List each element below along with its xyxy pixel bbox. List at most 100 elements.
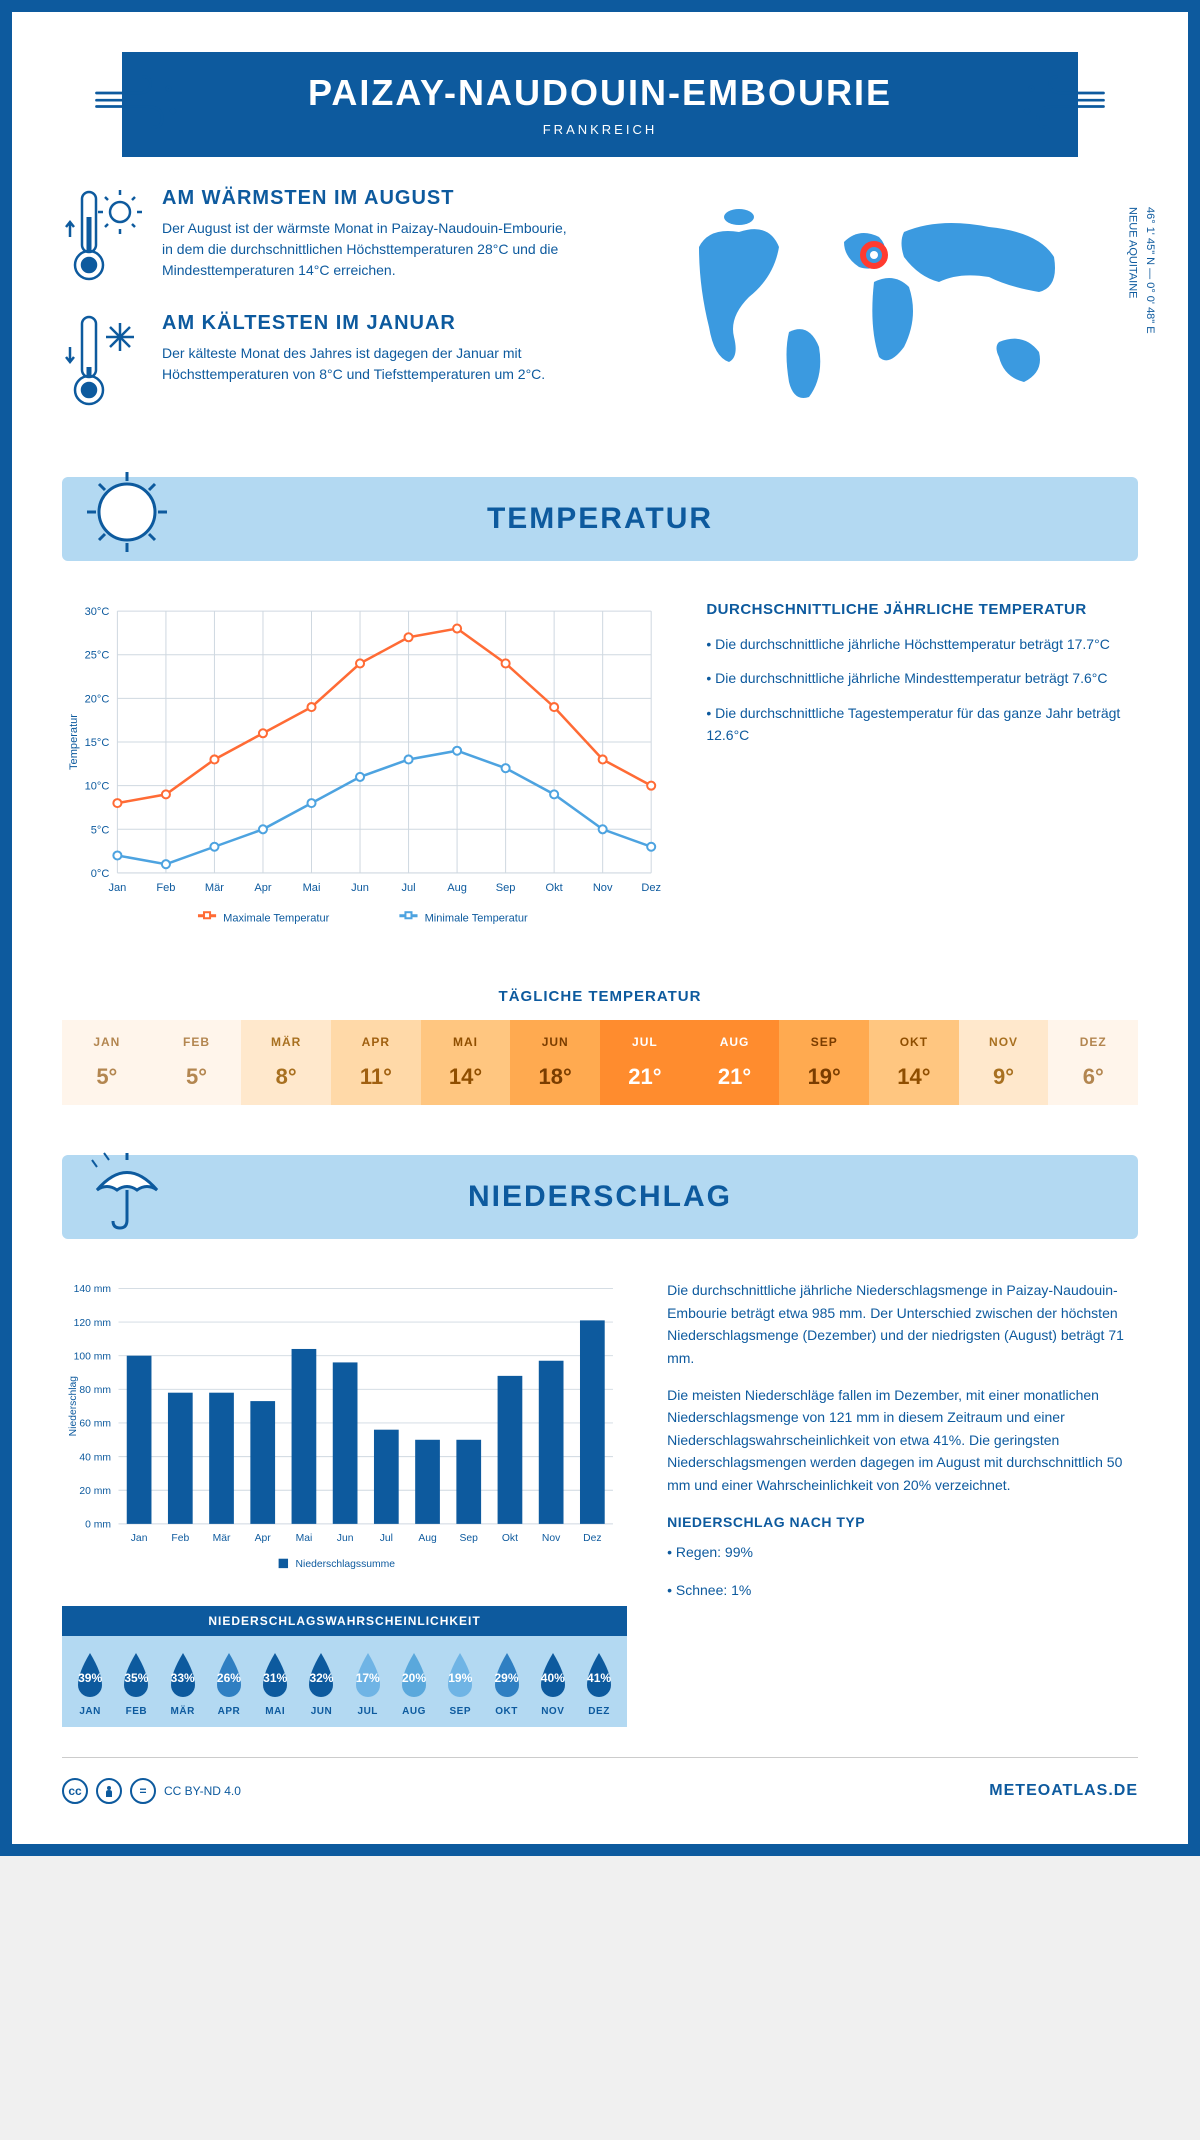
inner: PAIZAY-NAUDOUIN-EMBOURIE FRANKREICH — [12, 12, 1188, 1844]
license: cc = CC BY-ND 4.0 — [62, 1778, 241, 1804]
svg-text:Mai: Mai — [296, 1533, 313, 1544]
precip-banner: NIEDERSCHLAG — [62, 1155, 1138, 1239]
coordinates: 46° 1' 45" N — 0° 0' 48" E NEUE AQUITAIN… — [1123, 207, 1158, 334]
svg-text:Feb: Feb — [156, 882, 175, 894]
thermometer-cold-icon — [62, 312, 142, 412]
temp-info-title: DURCHSCHNITTLICHE JÄHRLICHE TEMPERATUR — [706, 601, 1138, 618]
svg-text:Nov: Nov — [542, 1533, 561, 1544]
page: PAIZAY-NAUDOUIN-EMBOURIE FRANKREICH — [0, 0, 1200, 1856]
temp-section-title: TEMPERATUR — [87, 502, 1113, 536]
wind-icon — [1018, 72, 1108, 132]
svg-text:Sep: Sep — [460, 1533, 479, 1544]
precip-section-title: NIEDERSCHLAG — [87, 1180, 1113, 1214]
svg-text:Dez: Dez — [583, 1533, 601, 1544]
sun-icon — [82, 467, 172, 557]
svg-text:0 mm: 0 mm — [85, 1520, 111, 1531]
precip-row: 0 mm20 mm40 mm60 mm80 mm100 mm120 mm140 … — [62, 1279, 1138, 1726]
daily-cell: MÄR8° — [241, 1020, 331, 1105]
prob-cell: 40%NOV — [530, 1651, 576, 1717]
svg-text:Mär: Mär — [205, 882, 224, 894]
prob-cell: 32%JUN — [298, 1651, 344, 1717]
prob-cell: 41%DEZ — [576, 1651, 622, 1717]
daily-cell: APR11° — [331, 1020, 421, 1105]
svg-text:Apr: Apr — [255, 1533, 272, 1544]
svg-text:5°C: 5°C — [91, 824, 110, 836]
svg-text:Okt: Okt — [546, 882, 563, 894]
probability-block: NIEDERSCHLAGSWAHRSCHEINLICHKEIT 39%JAN35… — [62, 1606, 627, 1727]
svg-text:40 mm: 40 mm — [79, 1453, 111, 1464]
svg-text:120 mm: 120 mm — [74, 1318, 111, 1329]
svg-text:Jun: Jun — [337, 1533, 354, 1544]
svg-text:Jan: Jan — [131, 1533, 148, 1544]
warmest-text: AM WÄRMSTEN IM AUGUST Der August ist der… — [162, 187, 580, 287]
svg-text:Jan: Jan — [108, 882, 126, 894]
svg-text:Niederschlagssumme: Niederschlagssumme — [296, 1560, 396, 1571]
svg-text:20°C: 20°C — [85, 693, 110, 705]
prob-cell: 31%MAI — [252, 1651, 298, 1717]
country: FRANKREICH — [142, 122, 1058, 137]
temp-banner: TEMPERATUR — [62, 477, 1138, 561]
warmest-desc: Der August ist der wärmste Monat in Paiz… — [162, 218, 580, 281]
intro-left: AM WÄRMSTEN IM AUGUST Der August ist der… — [62, 187, 580, 437]
world-map-icon — [620, 187, 1138, 407]
precip-t2: • Schnee: 1% — [667, 1579, 1138, 1601]
svg-text:Sep: Sep — [496, 882, 516, 894]
footer: cc = CC BY-ND 4.0 METEOATLAS.DE — [62, 1757, 1138, 1804]
warmest-block: AM WÄRMSTEN IM AUGUST Der August ist der… — [62, 187, 580, 287]
precip-p1: Die durchschnittliche jährliche Niedersc… — [667, 1279, 1138, 1369]
svg-text:Apr: Apr — [254, 882, 272, 894]
header: PAIZAY-NAUDOUIN-EMBOURIE FRANKREICH — [122, 52, 1078, 157]
coldest-block: AM KÄLTESTEN IM JANUAR Der kälteste Mona… — [62, 312, 580, 412]
daily-title: TÄGLICHE TEMPERATUR — [62, 988, 1138, 1005]
nd-icon: = — [130, 1778, 156, 1804]
svg-text:100 mm: 100 mm — [74, 1352, 111, 1363]
daily-cell: FEB5° — [152, 1020, 242, 1105]
svg-text:25°C: 25°C — [85, 650, 110, 662]
svg-text:Jul: Jul — [401, 882, 415, 894]
precip-t1: • Regen: 99% — [667, 1541, 1138, 1563]
svg-text:15°C: 15°C — [85, 737, 110, 749]
precip-p2: Die meisten Niederschläge fallen im Deze… — [667, 1384, 1138, 1496]
svg-text:Maximale Temperatur: Maximale Temperatur — [223, 912, 329, 924]
svg-text:20 mm: 20 mm — [79, 1486, 111, 1497]
coord-region: NEUE AQUITAINE — [1126, 207, 1138, 298]
umbrella-icon — [82, 1145, 172, 1235]
daily-cell: SEP19° — [779, 1020, 869, 1105]
cc-icon: cc — [62, 1778, 88, 1804]
intro-section: AM WÄRMSTEN IM AUGUST Der August ist der… — [62, 187, 1138, 437]
daily-strip: JAN5°FEB5°MÄR8°APR11°MAI14°JUN18°JUL21°A… — [62, 1020, 1138, 1105]
prob-title: NIEDERSCHLAGSWAHRSCHEINLICHKEIT — [62, 1606, 627, 1636]
prob-cell: 39%JAN — [67, 1651, 113, 1717]
svg-text:Niederschlag: Niederschlag — [68, 1376, 79, 1437]
daily-cell: MAI14° — [421, 1020, 511, 1105]
license-text: CC BY-ND 4.0 — [164, 1784, 241, 1798]
svg-text:Jul: Jul — [380, 1533, 393, 1544]
temp-line-chart: 0°C5°C10°C15°C20°C25°C30°CJanFebMärAprMa… — [62, 601, 666, 943]
daily-cell: OKT14° — [869, 1020, 959, 1105]
thermometer-hot-icon — [62, 187, 142, 287]
temp-info: DURCHSCHNITTLICHE JÄHRLICHE TEMPERATUR •… — [706, 601, 1138, 948]
warmest-title: AM WÄRMSTEN IM AUGUST — [162, 187, 580, 210]
prob-cell: 29%OKT — [483, 1651, 529, 1717]
svg-text:60 mm: 60 mm — [79, 1419, 111, 1430]
daily-cell: JUN18° — [510, 1020, 600, 1105]
svg-text:Temperatur: Temperatur — [68, 714, 80, 770]
svg-text:Dez: Dez — [641, 882, 661, 894]
coldest-title: AM KÄLTESTEN IM JANUAR — [162, 312, 580, 335]
wind-icon — [92, 72, 182, 132]
svg-text:Feb: Feb — [171, 1533, 189, 1544]
coldest-text: AM KÄLTESTEN IM JANUAR Der kälteste Mona… — [162, 312, 580, 412]
daily-cell: AUG21° — [690, 1020, 780, 1105]
precip-text: Die durchschnittliche jährliche Niedersc… — [667, 1279, 1138, 1726]
svg-text:30°C: 30°C — [85, 606, 110, 618]
svg-text:Minimale Temperatur: Minimale Temperatur — [425, 912, 528, 924]
daily-cell: DEZ6° — [1048, 1020, 1138, 1105]
svg-text:0°C: 0°C — [91, 868, 110, 880]
svg-text:Mai: Mai — [303, 882, 321, 894]
svg-text:140 mm: 140 mm — [74, 1285, 111, 1296]
precip-left: 0 mm20 mm40 mm60 mm80 mm100 mm120 mm140 … — [62, 1279, 627, 1726]
daily-cell: JAN5° — [62, 1020, 152, 1105]
prob-cell: 20%AUG — [391, 1651, 437, 1717]
prob-cell: 19%SEP — [437, 1651, 483, 1717]
daily-cell: NOV9° — [959, 1020, 1049, 1105]
